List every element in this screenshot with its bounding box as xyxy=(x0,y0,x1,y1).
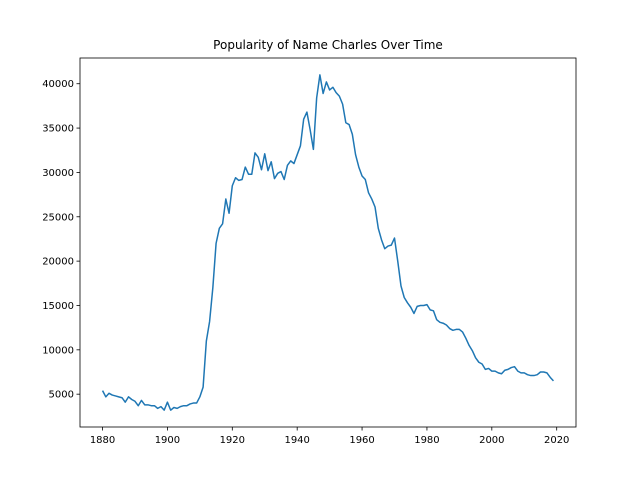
y-tick-label: 30000 xyxy=(42,168,74,179)
x-tick-label: 2020 xyxy=(544,435,569,446)
x-tick-label: 1920 xyxy=(220,435,245,446)
y-tick-label: 5000 xyxy=(49,390,74,401)
x-tick-label: 1900 xyxy=(155,435,180,446)
chart-title: Popularity of Name Charles Over Time xyxy=(213,38,443,52)
x-tick-label: 1880 xyxy=(90,435,115,446)
y-tick-label: 20000 xyxy=(42,257,74,268)
y-tick-label: 25000 xyxy=(42,212,74,223)
x-tick-label: 1960 xyxy=(349,435,374,446)
y-tick-label: 15000 xyxy=(42,301,74,312)
axes-frame xyxy=(79,57,577,428)
x-tick-label: 1940 xyxy=(284,435,309,446)
y-tick-label: 35000 xyxy=(42,124,74,135)
x-tick-label: 2000 xyxy=(479,435,504,446)
line xyxy=(101,74,555,411)
y-tick-label: 40000 xyxy=(42,79,74,90)
y-tick-label: 10000 xyxy=(42,345,74,356)
x-tick-label: 1980 xyxy=(414,435,439,446)
